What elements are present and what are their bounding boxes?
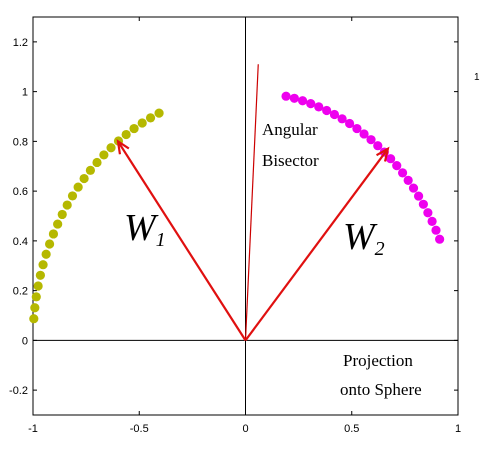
- series-2-point: [297, 96, 308, 106]
- bisector-label-line2: Bisector: [262, 151, 319, 170]
- stray-label: 1: [474, 72, 480, 83]
- series-2-point: [366, 135, 376, 145]
- series-1-point: [62, 200, 72, 210]
- series-1-point: [29, 314, 39, 324]
- series-1-point: [67, 191, 78, 201]
- series-1-point: [38, 260, 48, 270]
- vector-2-label-main: W: [343, 216, 378, 258]
- x-tick-label: -0.5: [130, 423, 149, 435]
- series-2-point: [329, 109, 340, 120]
- series-1-point: [154, 108, 164, 118]
- projection-label-line1: Projection: [343, 351, 413, 370]
- y-tick-label: 1.2: [13, 37, 28, 49]
- series-1-point: [48, 229, 59, 239]
- x-tick-label: 0: [242, 423, 248, 435]
- series-1-point: [79, 173, 89, 184]
- data-points: [29, 91, 445, 324]
- series-2-point: [427, 216, 437, 226]
- x-ticks: -1 -0.5 0 0.5 1: [28, 17, 461, 435]
- series-2-point: [423, 208, 433, 218]
- vectors: W1 W2: [116, 139, 390, 342]
- series-2-point: [289, 93, 299, 103]
- series-2-point: [403, 175, 413, 185]
- series-2-point: [322, 105, 332, 116]
- series-1-point: [121, 129, 131, 140]
- series-1-point: [35, 270, 46, 280]
- series-1-point: [145, 113, 156, 123]
- bisector-line: [244, 64, 259, 341]
- y-tick-label: 0.4: [13, 236, 28, 248]
- y-tick-label: -0.2: [9, 385, 28, 397]
- y-tick-label: 0.8: [13, 136, 28, 148]
- series-2-point: [359, 129, 369, 139]
- bisector-label-line1: Angular: [262, 120, 318, 139]
- vector-2-label: W2: [343, 216, 385, 260]
- series-2-point: [418, 199, 428, 209]
- vector-1-arrowhead: [116, 139, 130, 155]
- series-2-point: [306, 99, 316, 109]
- series-2-point: [392, 161, 402, 171]
- annotations: Angular Bisector Projection onto Sphere: [262, 120, 422, 399]
- series-1-point: [31, 292, 41, 302]
- x-tick-label: -1: [28, 423, 38, 435]
- y-ticks: -0.2 0 0.2 0.4 0.6 0.8 1 1.2: [9, 37, 458, 397]
- series-2-point: [345, 118, 355, 129]
- series-2-point: [281, 91, 291, 101]
- vector-1-label: W1: [124, 207, 166, 251]
- series-1-point: [92, 157, 102, 168]
- series-1-point: [44, 239, 55, 249]
- series-2-point: [435, 234, 445, 244]
- projection-label-line2: onto Sphere: [340, 380, 422, 399]
- series-2-point: [397, 168, 408, 178]
- series-2-point: [413, 191, 424, 201]
- series-1-point: [99, 150, 109, 160]
- series-2-point: [337, 114, 347, 124]
- bisector: [244, 64, 259, 341]
- vector-2-arrowhead: [376, 146, 390, 162]
- series-1-point: [106, 143, 116, 153]
- series-1-point: [57, 209, 67, 220]
- series-1-point: [73, 182, 83, 192]
- vector-1-label-main: W: [124, 207, 159, 249]
- series-1-point: [41, 249, 51, 259]
- series-1-point: [137, 118, 147, 128]
- series-2-point: [352, 123, 362, 134]
- series-2-point: [314, 102, 324, 112]
- series-2-point: [386, 154, 396, 164]
- y-tick-label: 0.6: [13, 186, 28, 198]
- series-1-point: [30, 303, 40, 313]
- vector-2-line: [244, 148, 389, 342]
- vector-2-label-sub: 2: [375, 238, 385, 260]
- series-1-point: [129, 123, 139, 134]
- series-2-point: [408, 183, 419, 193]
- series-1-point: [53, 219, 63, 229]
- series-2-point: [431, 225, 441, 235]
- series-1-point: [85, 165, 96, 175]
- x-tick-label: 1: [455, 423, 461, 435]
- series-2-point: [373, 141, 383, 151]
- vector-1-line: [117, 140, 247, 341]
- y-tick-label: 0: [22, 335, 28, 347]
- x-tick-label: 0.5: [344, 423, 359, 435]
- series-1-point: [33, 281, 43, 291]
- vector-1-label-sub: 1: [156, 229, 166, 251]
- y-tick-label: 0.2: [13, 286, 28, 298]
- y-tick-label: 1: [22, 87, 28, 99]
